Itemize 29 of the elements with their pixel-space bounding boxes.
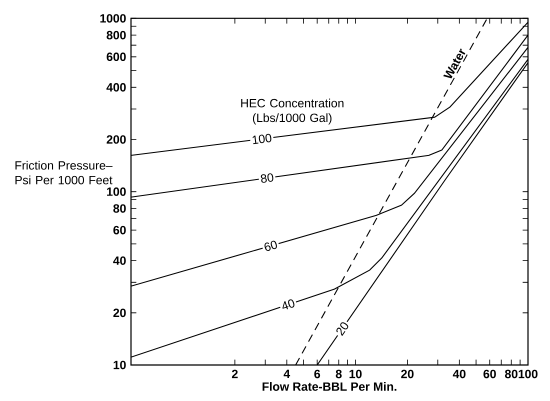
x-tick-label: 20 [401, 370, 414, 378]
y-tick-label: 800 [106, 30, 126, 40]
x-axis-title: Flow Rate-BBL Per Min. [262, 382, 396, 391]
y-tick-label: 1000 [100, 14, 126, 23]
text: 20 [336, 322, 348, 336]
y-tick-label: 10 [114, 360, 126, 370]
x-tick-label: 6 [314, 370, 320, 378]
y-tick-label: 60 [113, 226, 126, 234]
y-tick-label: 600 [106, 52, 126, 62]
text: 60 [264, 240, 277, 251]
y-tick-label: 80 [113, 204, 126, 213]
x-tick-label: 80 [504, 370, 518, 378]
text: 40 [282, 299, 294, 310]
y-tick-label: 20 [113, 308, 126, 318]
x-tick-label: 40 [452, 370, 466, 378]
x-tick-label: 2 [232, 370, 238, 378]
x-tick-label: 60 [483, 370, 496, 378]
x-tick-label: 100 [518, 370, 538, 378]
annotation: HEC Concentration (Lbs/1000 Gal) [241, 98, 344, 124]
y-tick-label: 40 [113, 256, 126, 265]
x-tick-label: 8 [336, 370, 342, 378]
y-tick-label: 100 [107, 187, 126, 196]
text: 100 [252, 134, 272, 144]
text: 80 [260, 173, 274, 183]
x-tick-label: 4 [284, 370, 290, 378]
x-tick-label: 10 [350, 370, 362, 378]
y-tick-label: 200 [106, 135, 126, 144]
y-axis-title: Friction Pressure–Psi Per 1000 Feet [15, 160, 113, 184]
y-tick-label: 400 [106, 83, 126, 92]
